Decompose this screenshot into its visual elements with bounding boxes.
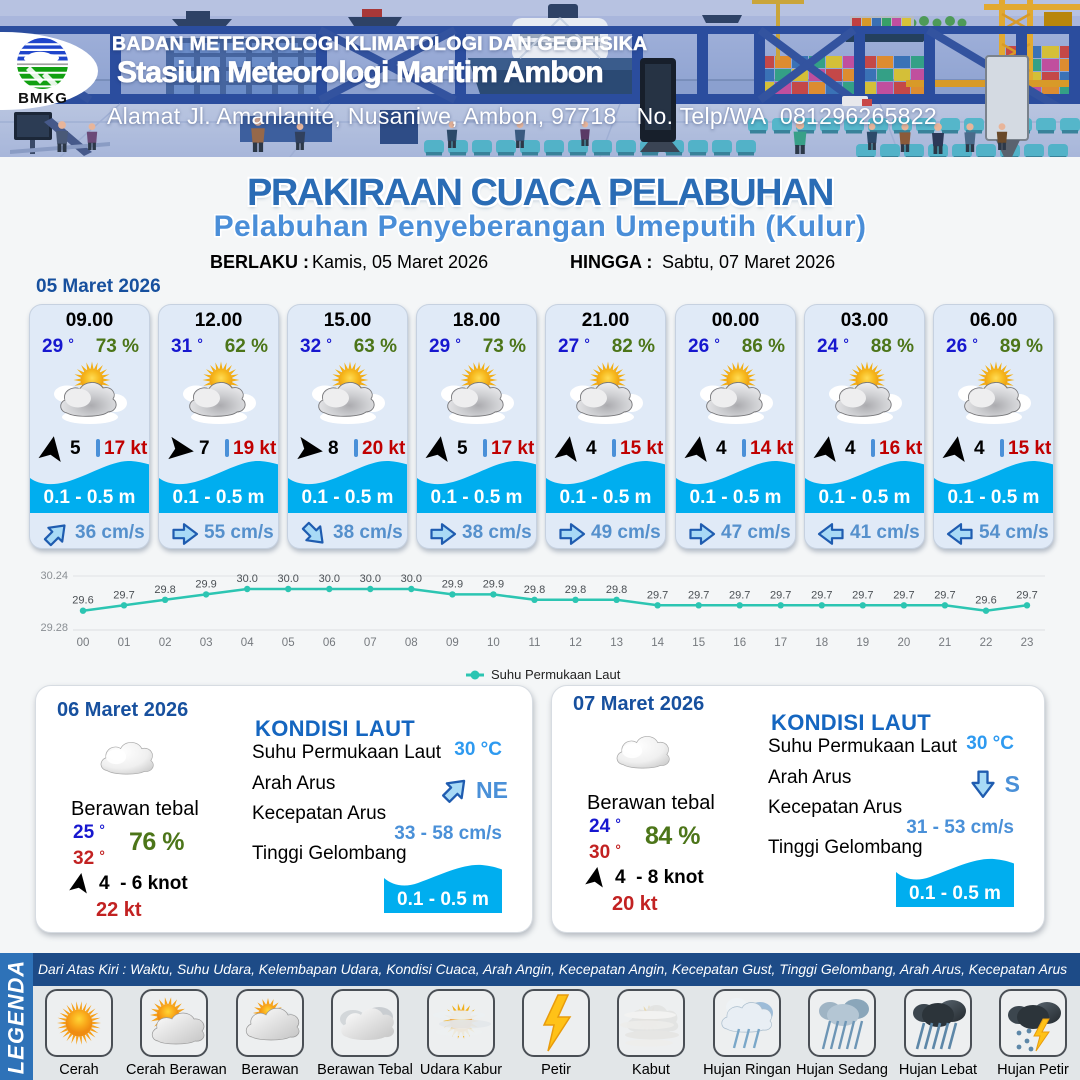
svg-text:30.24: 30.24 <box>40 570 68 582</box>
svg-text:06: 06 <box>323 637 336 649</box>
svg-text:15: 15 <box>692 637 705 649</box>
svg-text:08: 08 <box>405 637 418 649</box>
svg-text:16: 16 <box>733 637 746 649</box>
svg-text:29.9: 29.9 <box>483 578 504 590</box>
svg-text:29.7: 29.7 <box>852 589 873 601</box>
svg-text:23: 23 <box>1021 637 1034 649</box>
svg-text:29.7: 29.7 <box>647 589 668 601</box>
svg-text:05: 05 <box>282 637 295 649</box>
svg-text:Suhu Permukaan Laut: Suhu Permukaan Laut <box>491 667 621 682</box>
svg-text:29.7: 29.7 <box>113 589 134 601</box>
svg-text:29.6: 29.6 <box>975 595 996 607</box>
svg-text:29.6: 29.6 <box>72 595 93 607</box>
svg-text:18: 18 <box>815 637 828 649</box>
svg-text:30.0: 30.0 <box>360 573 381 585</box>
svg-text:14: 14 <box>651 637 664 649</box>
svg-text:29.28: 29.28 <box>40 622 68 634</box>
svg-text:22: 22 <box>980 637 993 649</box>
svg-text:02: 02 <box>159 637 172 649</box>
svg-text:17: 17 <box>774 637 787 649</box>
svg-text:29.9: 29.9 <box>442 578 463 590</box>
svg-text:04: 04 <box>241 637 254 649</box>
svg-text:29.8: 29.8 <box>524 584 545 596</box>
svg-text:30.0: 30.0 <box>277 573 298 585</box>
svg-text:13: 13 <box>610 637 623 649</box>
svg-text:29.9: 29.9 <box>195 578 216 590</box>
svg-text:19: 19 <box>856 637 869 649</box>
svg-text:29.8: 29.8 <box>154 584 175 596</box>
svg-text:29.7: 29.7 <box>811 589 832 601</box>
svg-text:29.7: 29.7 <box>770 589 791 601</box>
svg-text:09: 09 <box>446 637 459 649</box>
svg-text:29.7: 29.7 <box>934 589 955 601</box>
svg-text:21: 21 <box>939 637 952 649</box>
svg-text:29.8: 29.8 <box>565 584 586 596</box>
svg-text:BMKG: BMKG <box>18 90 68 107</box>
svg-text:30.0: 30.0 <box>236 573 257 585</box>
svg-text:07: 07 <box>364 637 377 649</box>
svg-text:29.7: 29.7 <box>893 589 914 601</box>
svg-text:30.0: 30.0 <box>401 573 422 585</box>
svg-text:00: 00 <box>77 637 90 649</box>
svg-text:11: 11 <box>529 637 541 649</box>
svg-text:01: 01 <box>118 637 131 649</box>
svg-text:20: 20 <box>898 637 911 649</box>
svg-text:29.8: 29.8 <box>606 584 627 596</box>
svg-text:29.7: 29.7 <box>1016 589 1037 601</box>
svg-text:30.0: 30.0 <box>319 573 340 585</box>
svg-text:10: 10 <box>487 637 500 649</box>
svg-text:29.7: 29.7 <box>688 589 709 601</box>
svg-text:29.7: 29.7 <box>729 589 750 601</box>
svg-text:03: 03 <box>200 637 213 649</box>
svg-text:12: 12 <box>569 637 582 649</box>
